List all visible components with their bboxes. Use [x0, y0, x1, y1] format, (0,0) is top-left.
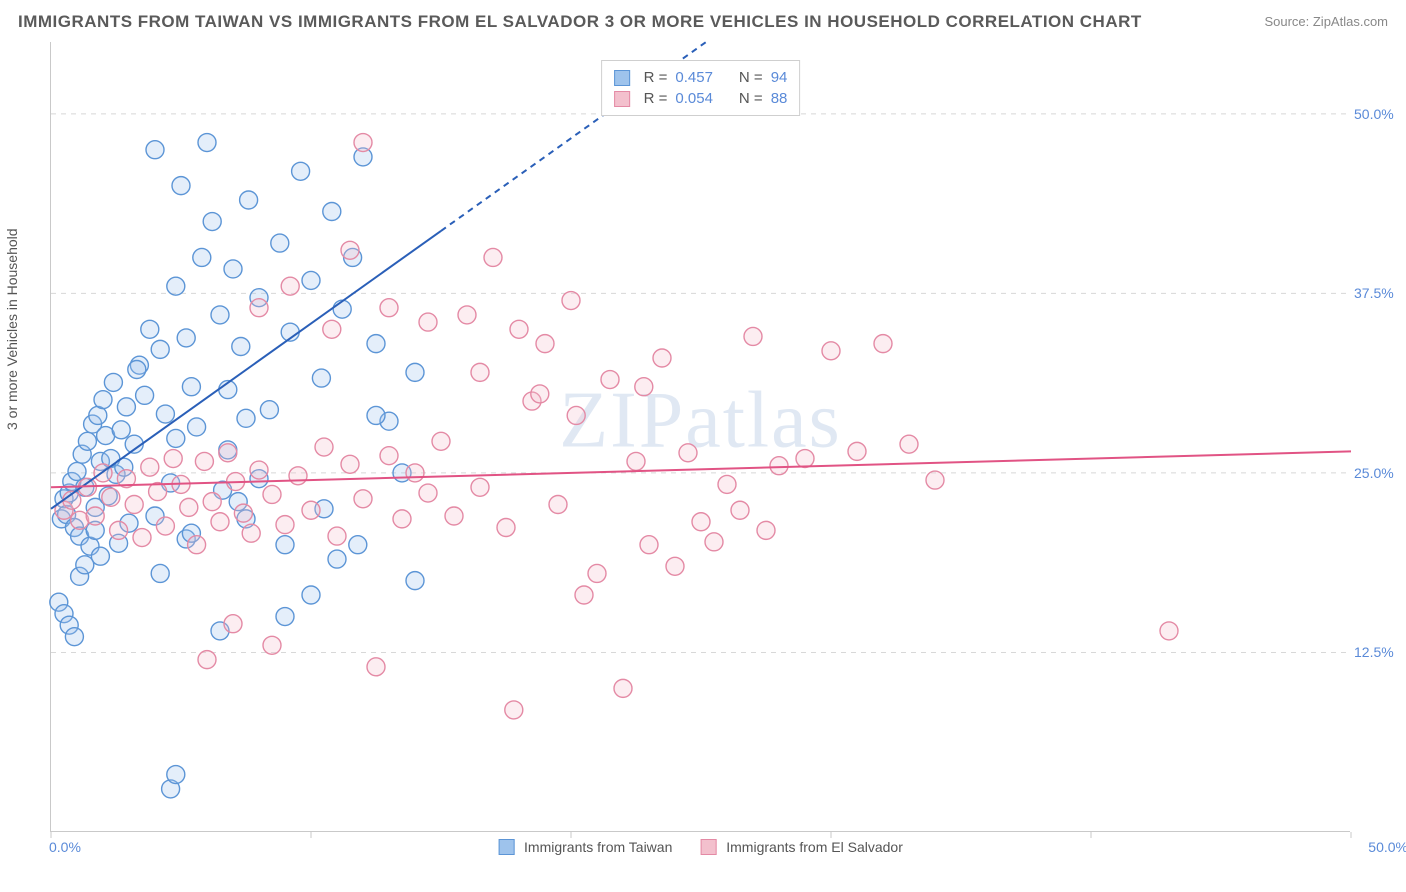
stat-r-value: 0.054 [675, 90, 713, 107]
plot-area: ZIPatlas R = 0.457 N = 94 R = 0.054 N = … [50, 42, 1350, 832]
stat-n-label: N = [739, 90, 763, 107]
y-axis-label: 3 or more Vehicles in Household [4, 228, 20, 430]
stat-n-value: 88 [771, 90, 788, 107]
bottom-legend: Immigrants from Taiwan Immigrants from E… [498, 839, 903, 855]
legend-item-elsalvador: Immigrants from El Salvador [700, 839, 903, 855]
trend-layer [51, 42, 1350, 831]
swatch-icon [700, 839, 716, 855]
stat-r-label: R = [644, 69, 668, 86]
legend-label: Immigrants from Taiwan [524, 839, 672, 855]
y-tick-label: 37.5% [1354, 285, 1402, 301]
y-tick-label: 50.0% [1354, 106, 1402, 122]
y-tick-label: 25.0% [1354, 465, 1402, 481]
stat-r-value: 0.457 [675, 69, 713, 86]
x-axis-min-label: 0.0% [49, 839, 81, 855]
y-tick-label: 12.5% [1354, 644, 1402, 660]
stat-r-label: R = [644, 90, 668, 107]
stat-n-label: N = [739, 69, 763, 86]
stat-row-taiwan: R = 0.457 N = 94 [614, 67, 788, 88]
stat-row-elsalvador: R = 0.054 N = 88 [614, 88, 788, 109]
swatch-icon [614, 91, 630, 107]
source-attribution: Source: ZipAtlas.com [1264, 14, 1388, 29]
stat-n-value: 94 [771, 69, 788, 86]
legend-item-taiwan: Immigrants from Taiwan [498, 839, 672, 855]
correlation-stat-box: R = 0.457 N = 94 R = 0.054 N = 88 [601, 60, 801, 116]
legend-label: Immigrants from El Salvador [726, 839, 903, 855]
x-axis-max-label: 50.0% [1368, 839, 1406, 855]
swatch-icon [614, 70, 630, 86]
swatch-icon [498, 839, 514, 855]
chart-title: IMMIGRANTS FROM TAIWAN VS IMMIGRANTS FRO… [18, 12, 1142, 32]
